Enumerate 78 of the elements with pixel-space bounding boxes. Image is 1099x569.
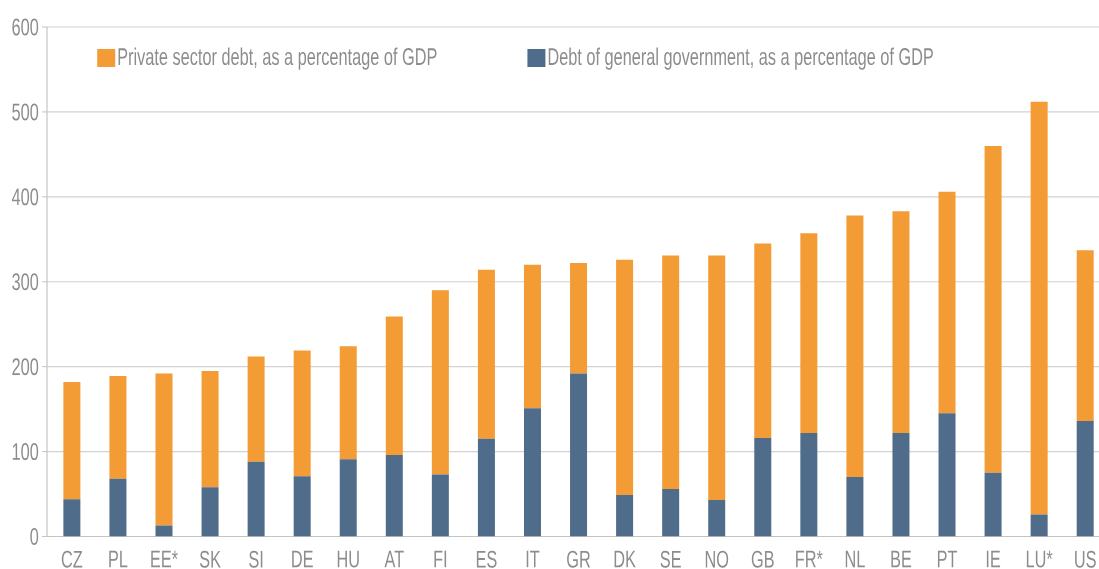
bar xyxy=(1030,101,1048,515)
bar xyxy=(155,525,173,537)
bar xyxy=(1076,421,1094,537)
bar xyxy=(201,370,219,488)
bar xyxy=(431,290,449,475)
bar xyxy=(63,381,81,500)
bar xyxy=(708,499,726,537)
bar xyxy=(247,461,265,537)
bar xyxy=(1030,514,1048,537)
x-tick-label: LU* xyxy=(1026,550,1053,568)
bar xyxy=(109,376,127,479)
bar xyxy=(662,255,680,489)
bar xyxy=(385,316,403,455)
bar xyxy=(477,269,495,439)
bar xyxy=(201,487,219,537)
x-tick-label: FI xyxy=(434,550,447,568)
bar xyxy=(570,373,588,537)
x-tick-label: DE xyxy=(292,550,313,568)
x-tick-label: NO xyxy=(705,550,729,568)
bar xyxy=(662,488,680,537)
bar xyxy=(846,477,864,537)
x-tick-label: EE* xyxy=(151,550,178,568)
bar xyxy=(155,373,173,526)
bar xyxy=(616,494,634,537)
x-tick-label: SI xyxy=(249,550,263,568)
bar xyxy=(754,243,772,438)
x-tick-label: BE xyxy=(891,550,912,568)
x-tick-label: US xyxy=(1075,550,1096,568)
x-tick-label: AT xyxy=(384,550,404,568)
bar xyxy=(616,259,634,495)
bar xyxy=(570,263,588,374)
bar xyxy=(800,432,818,537)
bar xyxy=(708,255,726,500)
bar xyxy=(984,472,1002,537)
bar xyxy=(523,408,541,537)
bar xyxy=(431,474,449,537)
bar xyxy=(938,191,956,414)
x-tick-label: PT xyxy=(937,550,958,568)
bar xyxy=(109,478,127,537)
y-tick-label: 0 xyxy=(30,528,39,545)
bar xyxy=(293,350,311,477)
x-tick-label: SK xyxy=(199,550,221,568)
y-tick-label: 400 xyxy=(11,188,39,206)
x-tick-label: IT xyxy=(526,550,540,568)
bar xyxy=(339,459,357,537)
x-tick-label: GB xyxy=(751,550,774,568)
bar xyxy=(892,211,910,433)
bar xyxy=(800,233,818,433)
x-tick-label: DK xyxy=(614,550,636,568)
y-tick-label: 200 xyxy=(12,358,39,376)
x-tick-label: CZ xyxy=(61,550,83,568)
bar xyxy=(938,413,956,537)
y-tick-label: 500 xyxy=(12,103,39,121)
x-tick-label: SE xyxy=(660,550,681,568)
x-tick-label: PL xyxy=(109,550,128,568)
bar xyxy=(984,145,1002,473)
bar xyxy=(846,215,864,478)
legend-label: Debt of general government, as a percentage of GDP xyxy=(548,47,933,70)
y-tick-label: 300 xyxy=(12,273,39,291)
bar xyxy=(892,432,910,537)
bar xyxy=(754,438,772,537)
bar xyxy=(385,454,403,537)
x-tick-label: IE xyxy=(986,550,1001,568)
x-tick-label: NL xyxy=(845,550,865,568)
bar xyxy=(477,438,495,537)
x-tick-label: FR* xyxy=(796,550,823,568)
bar xyxy=(247,356,265,462)
bar xyxy=(1076,250,1094,422)
bar xyxy=(523,264,541,409)
legend-label: Private sector debt, as a percentage of GDP xyxy=(118,47,437,70)
y-tick-label: 100 xyxy=(12,443,39,461)
x-tick-label: ES xyxy=(476,550,497,568)
bar xyxy=(339,346,357,460)
bar xyxy=(63,499,81,537)
x-tick-label: HU xyxy=(337,550,359,568)
x-tick-label: GR xyxy=(567,550,591,568)
y-tick-label: 600 xyxy=(12,18,39,36)
bar xyxy=(293,476,311,537)
